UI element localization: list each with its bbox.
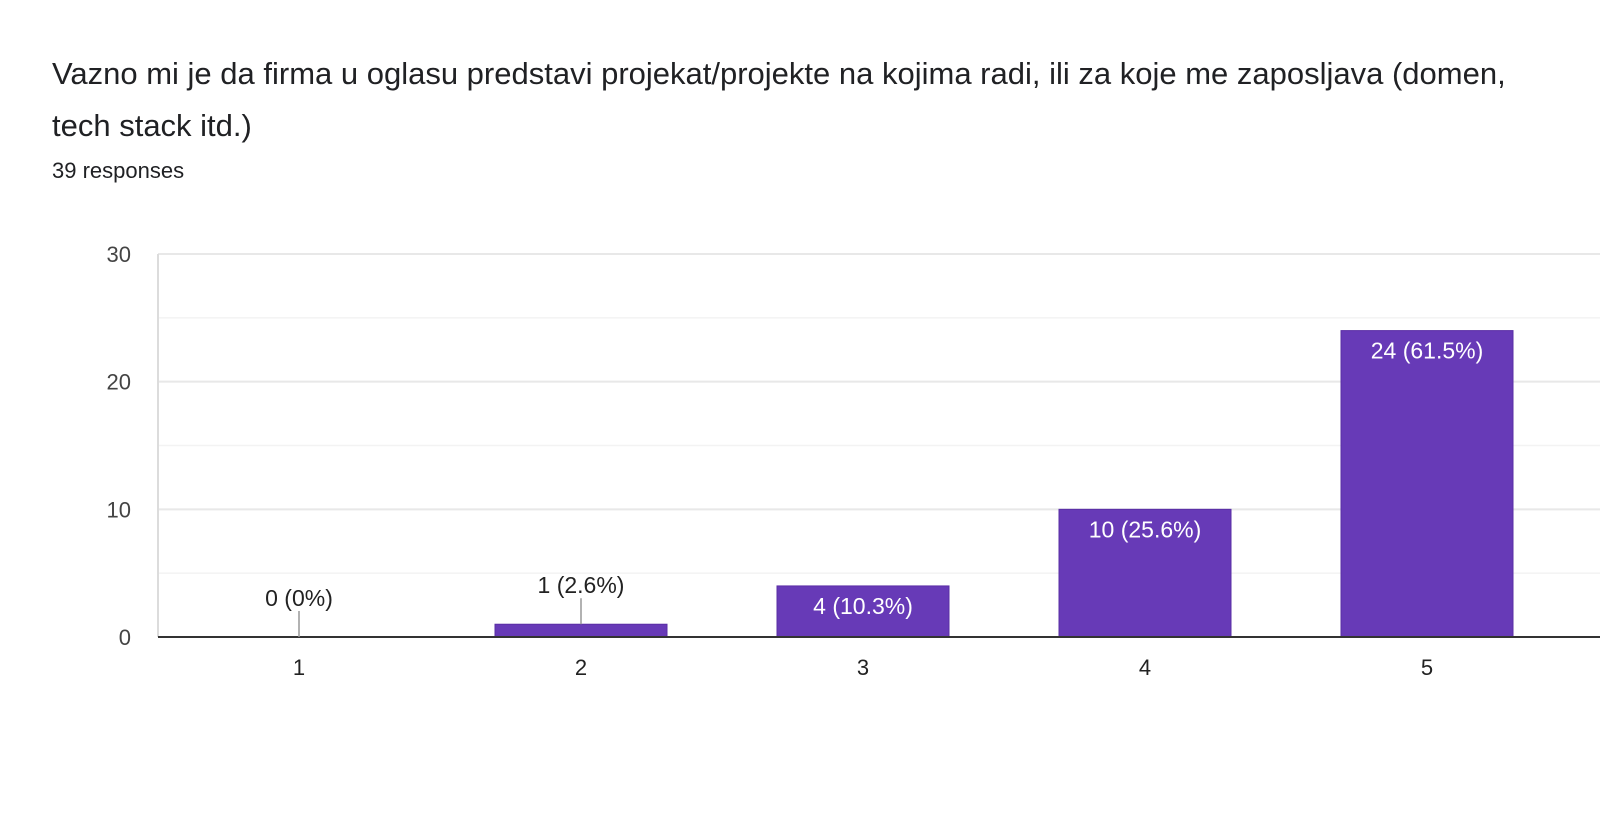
bar-3 [776,585,950,638]
data-label: 4 (10.3%) [813,593,913,619]
x-category-label: 4 [1139,655,1151,680]
x-category-label: 3 [857,655,869,680]
data-label: 0 (0%) [265,585,333,611]
x-axis-categories: 1 2 3 4 5 [293,655,1433,680]
y-tick-label: 20 [107,370,131,395]
bars [494,330,1514,638]
bar-2 [494,623,668,638]
response-count: 39 responses [52,158,185,183]
data-labels: 0 (0%) 1 (2.6%) 4 (10.3%) 10 (25.6%) 24 (61.… [265,338,1483,637]
bar-4 [1058,508,1232,638]
y-tick-label: 10 [107,497,131,522]
data-label: 24 (61.5%) [1371,338,1484,364]
y-tick-label: 30 [107,242,131,267]
data-label: 1 (2.6%) [538,572,625,598]
y-axis-ticks: 0 10 20 30 [107,242,131,650]
y-tick-label: 0 [119,625,131,650]
x-category-label: 1 [293,655,305,680]
x-category-label: 5 [1421,655,1433,680]
data-label: 10 (25.6%) [1089,516,1202,542]
x-category-label: 2 [575,655,587,680]
question-title: Vazno mi je da firma u oglasu predstavi … [52,56,1506,143]
axes [157,254,1600,638]
bar-5 [1340,330,1514,638]
